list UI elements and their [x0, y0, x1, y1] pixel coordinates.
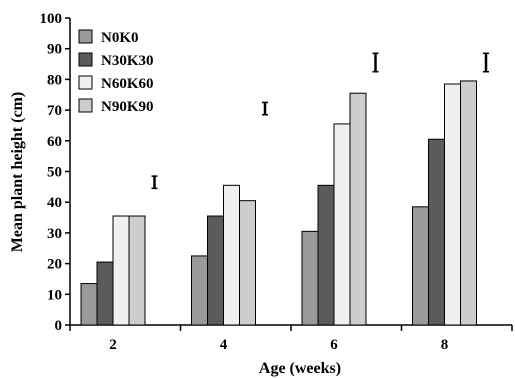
- error-bar-8: [483, 52, 489, 73]
- y-axis-title: Mean plant height (cm): [9, 92, 26, 252]
- y-tick-label-30: 30: [47, 226, 62, 242]
- error-bars: [151, 52, 489, 190]
- error-bar-2: [151, 175, 158, 190]
- y-tick-label-100: 100: [40, 11, 63, 27]
- bar-N90K90-4: [239, 200, 256, 326]
- bar-N0K0-4: [191, 255, 208, 326]
- y-tick-label-80: 80: [47, 72, 62, 88]
- x-axis-title: Age (weeks): [259, 360, 341, 377]
- bar-N30K30-8: [428, 138, 445, 326]
- bar-N90K90-2: [128, 215, 146, 326]
- bar-N30K30-6: [317, 184, 335, 326]
- legend-label-N30K30: N30K30: [101, 53, 154, 69]
- legend-swatch-N30K30: [78, 52, 93, 67]
- y-tick-label-50: 50: [47, 165, 62, 181]
- y-tick-label-70: 70: [47, 103, 62, 119]
- y-tick-label-10: 10: [47, 287, 62, 303]
- x-tick-label-4: 4: [220, 337, 228, 353]
- y-tick-label-0: 0: [55, 318, 63, 334]
- bars: [80, 80, 477, 326]
- y-tick-label-60: 60: [47, 134, 62, 150]
- legend-label-N0K0: N0K0: [101, 30, 139, 46]
- bar-N0K0-2: [80, 283, 98, 326]
- bar-N60K60-2: [112, 215, 130, 326]
- bar-N0K0-6: [301, 230, 319, 326]
- x-tick-label-6: 6: [330, 337, 338, 353]
- legend-swatch-N0K0: [78, 29, 93, 44]
- x-tick-label-2: 2: [109, 337, 117, 353]
- y-tick-label-20: 20: [47, 257, 62, 273]
- bar-N90K90-6: [349, 92, 367, 326]
- legend-swatch-N90K90: [78, 98, 93, 113]
- legend-swatch-N60K60: [78, 75, 93, 90]
- legend-label-N90K90: N90K90: [101, 99, 154, 115]
- axes: 0 10 20 30 40 50 60 70 80 90 100 2 4 6 8: [40, 11, 513, 353]
- bar-N60K60-8: [444, 83, 461, 326]
- bar-N30K30-4: [207, 215, 224, 326]
- y-tick-label-40: 40: [47, 195, 62, 211]
- legend-label-N60K60: N60K60: [101, 76, 154, 92]
- error-bar-6: [372, 52, 379, 73]
- bar-N60K60-6: [333, 123, 351, 326]
- bar-N90K90-8: [460, 80, 477, 326]
- bar-N30K30-2: [96, 261, 114, 326]
- bar-N0K0-8: [412, 206, 429, 326]
- x-tick-label-8: 8: [441, 337, 449, 353]
- legend: N0K0 N30K30 N60K60 N90K90: [78, 29, 154, 115]
- bar-N60K60-4: [223, 184, 240, 326]
- error-bar-4: [262, 101, 268, 116]
- y-tick-label-90: 90: [47, 42, 62, 58]
